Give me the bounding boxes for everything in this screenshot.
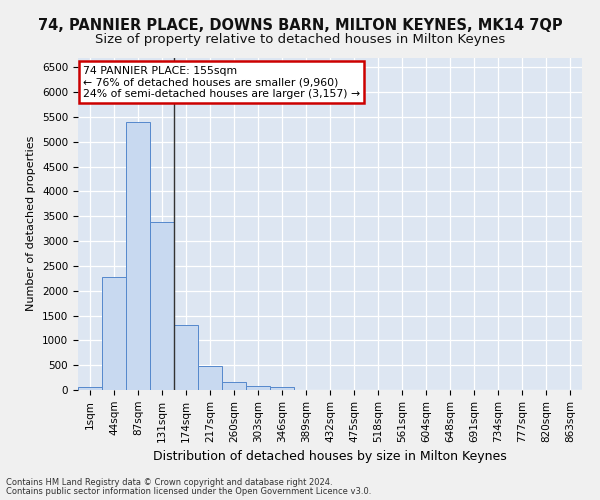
Bar	[126, 122, 150, 390]
Bar	[150, 222, 174, 390]
Bar	[246, 386, 270, 390]
Bar	[102, 277, 126, 390]
Text: Contains HM Land Registry data © Crown copyright and database right 2024.: Contains HM Land Registry data © Crown c…	[6, 478, 332, 487]
Text: 74 PANNIER PLACE: 155sqm
← 76% of detached houses are smaller (9,960)
24% of sem: 74 PANNIER PLACE: 155sqm ← 76% of detach…	[83, 66, 360, 99]
Bar	[78, 386, 102, 390]
Text: 74, PANNIER PLACE, DOWNS BARN, MILTON KEYNES, MK14 7QP: 74, PANNIER PLACE, DOWNS BARN, MILTON KE…	[38, 18, 562, 32]
Text: Contains public sector information licensed under the Open Government Licence v3: Contains public sector information licen…	[6, 486, 371, 496]
X-axis label: Distribution of detached houses by size in Milton Keynes: Distribution of detached houses by size …	[153, 450, 507, 463]
Bar	[198, 366, 222, 390]
Y-axis label: Number of detached properties: Number of detached properties	[26, 136, 37, 312]
Bar	[270, 387, 294, 390]
Text: Size of property relative to detached houses in Milton Keynes: Size of property relative to detached ho…	[95, 32, 505, 46]
Bar	[222, 382, 246, 390]
Bar	[174, 326, 198, 390]
